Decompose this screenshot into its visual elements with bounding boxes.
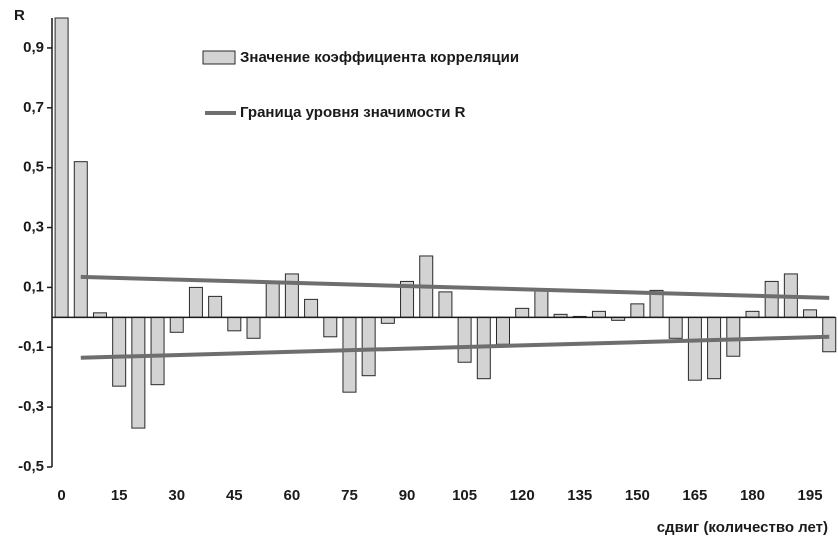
significance-line (80, 274, 830, 300)
bar (208, 295, 223, 318)
y-tick-label: 0,9 (23, 39, 44, 56)
x-tick-label: 105 (452, 487, 477, 504)
significance-line (80, 334, 830, 360)
bar (591, 310, 606, 318)
y-tick-label: 0,1 (23, 278, 44, 295)
bar (188, 286, 203, 318)
x-tick-label: 165 (682, 487, 707, 504)
bar (227, 316, 242, 332)
bar (342, 316, 357, 393)
bar (515, 307, 530, 318)
x-tick-label: 180 (740, 487, 765, 504)
bar (822, 316, 837, 353)
bar (534, 289, 549, 318)
bar (265, 280, 280, 318)
bar (112, 316, 127, 387)
legend-swatch (202, 50, 236, 65)
y-tick-label: -0,1 (18, 338, 44, 355)
bar (169, 316, 184, 333)
bar (54, 17, 69, 318)
legend-label: Граница уровня значимости R (240, 104, 466, 121)
x-tick-label: 75 (341, 487, 358, 504)
bar (323, 316, 338, 338)
bar (668, 316, 683, 339)
legend-label: Значение коэффициента корреляции (240, 49, 519, 66)
x-tick-label: 60 (284, 487, 301, 504)
x-axis-label: сдвиг (количество лет) (657, 519, 828, 536)
bar (438, 291, 453, 318)
bar (495, 316, 510, 345)
x-tick-label: 150 (625, 487, 650, 504)
bar (131, 316, 146, 429)
x-tick-label: 90 (399, 487, 416, 504)
y-tick-label: 0,3 (23, 219, 44, 236)
bar (457, 316, 472, 363)
x-tick-label: 15 (111, 487, 128, 504)
bar (630, 303, 645, 318)
bar (726, 316, 741, 357)
bar (73, 161, 88, 318)
x-tick-label: 195 (798, 487, 823, 504)
bar (246, 316, 261, 339)
bar (304, 298, 319, 318)
bar (764, 280, 779, 318)
x-tick-label: 45 (226, 487, 243, 504)
bar (284, 273, 299, 318)
bar (150, 316, 165, 386)
y-tick-label: 0,7 (23, 99, 44, 116)
x-tick-label: 120 (510, 487, 535, 504)
bar (803, 309, 818, 318)
y-tick-label: 0,5 (23, 159, 44, 176)
bar (687, 316, 702, 381)
x-tick-label: 135 (567, 487, 592, 504)
y-axis-label: R (14, 7, 25, 24)
x-tick-label: 30 (168, 487, 185, 504)
bar (361, 316, 376, 377)
y-tick-label: -0,5 (18, 458, 44, 475)
y-tick-label: -0,3 (18, 398, 44, 415)
bar (380, 316, 395, 324)
bar (707, 316, 722, 380)
bar (745, 310, 760, 318)
x-tick-label: 0 (57, 487, 65, 504)
